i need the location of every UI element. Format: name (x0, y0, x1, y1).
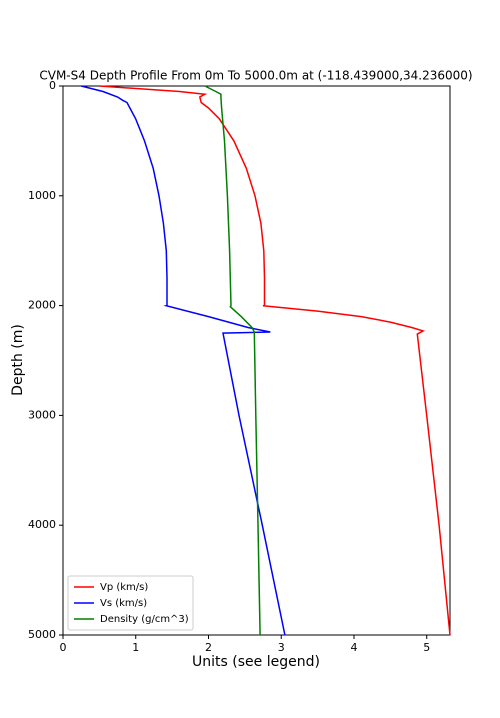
y-tick-label: 2000 (28, 299, 56, 312)
y-tick-label: 3000 (28, 408, 56, 421)
x-tick-label: 0 (60, 641, 67, 654)
chart-title: CVM-S4 Depth Profile From 0m To 5000.0m … (39, 69, 472, 83)
series-line (204, 85, 261, 636)
x-axis-label: Units (see legend) (192, 654, 320, 670)
series-line (81, 85, 286, 636)
y-tick-label: 0 (49, 79, 56, 92)
x-tick-label: 4 (350, 641, 357, 654)
y-tick-label: 4000 (28, 518, 56, 531)
legend-label: Vs (km/s) (100, 598, 147, 609)
x-tick-label: 5 (423, 641, 430, 654)
x-tick-label: 2 (205, 641, 212, 654)
y-tick-label: 5000 (28, 628, 56, 641)
legend-label: Density (g/cm^3) (100, 614, 189, 625)
plot-frame (62, 85, 451, 636)
legend-label: Vp (km/s) (100, 582, 148, 593)
y-axis-label: Depth (m) (10, 324, 26, 396)
y-tick-label: 1000 (28, 189, 56, 202)
series-line (99, 85, 451, 636)
legend-box (67, 575, 194, 631)
x-tick-label: 3 (278, 641, 285, 654)
x-tick-label: 1 (132, 641, 139, 654)
